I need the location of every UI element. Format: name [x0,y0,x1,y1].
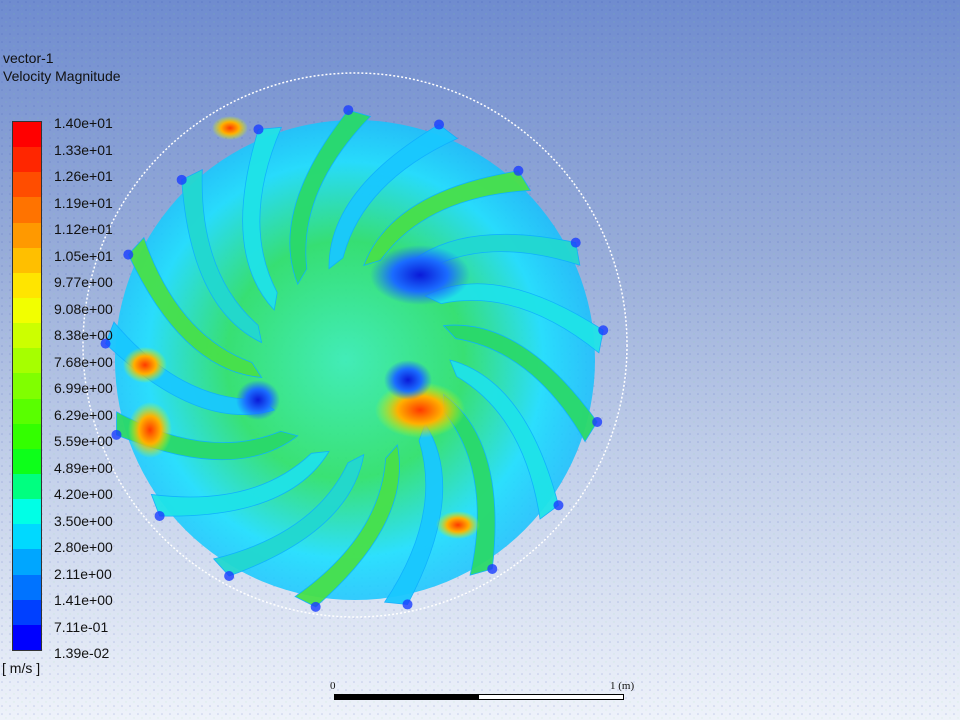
blade-tip-low-velocity [100,338,111,349]
colorbar-tick-label: 2.11e+00 [54,565,112,582]
high-velocity-region [436,511,480,539]
runner-blade [443,393,496,576]
blade-tip-low-velocity [592,416,603,427]
low-velocity-region [370,245,470,305]
runner-blade [289,109,372,286]
low-velocity-region [236,380,280,420]
scale-bar [334,694,624,700]
colorbar-tick-label: 1.12e+01 [54,221,113,237]
colorbar-swatch [13,122,41,148]
legend-title: vector-1 [3,50,54,66]
colorbar-tick-label: 9.08e+00 [54,300,113,317]
runner-blade [181,169,263,344]
high-velocity-region [123,347,167,383]
blade-tip-low-velocity [402,599,413,610]
runner-blade [328,124,459,270]
blade-tip-low-velocity [111,429,122,440]
blade-tip-low-velocity [343,105,354,116]
colorbar-tick-label: 1.19e+01 [54,194,113,211]
blade-tip-low-velocity [224,571,235,582]
high-velocity-region [212,116,248,140]
blade-tip-low-velocity [123,249,134,260]
colorbar-swatch [13,423,41,449]
colorbar-swatch [13,398,41,424]
runner-blade [150,450,330,517]
high-velocity-region [128,402,172,458]
blade-tip-low-velocity [570,237,581,248]
runner-blade [127,236,263,378]
blade-tip-low-velocity [310,601,321,612]
scale-start-label: 0 [330,680,336,692]
runner-blade [242,126,283,311]
colorbar-swatch [13,172,41,198]
blade-tip-low-velocity [513,165,524,176]
colorbar-tick-label: 4.20e+00 [54,486,113,502]
scale-end-label: 1 (m) [610,680,635,692]
colorbar-swatch [13,574,41,600]
legend-units: [ m/s ] [2,660,41,676]
colorbar-tick-label: 2.80e+00 [54,539,113,555]
colorbar-tick-label: 7.11e-01 [54,618,109,635]
colorbar-swatch [13,448,41,474]
runner-blade [363,170,532,267]
colorbar-tick-label: 4.89e+00 [54,459,113,476]
colorbar-tick-label: 3.50e+00 [54,512,113,529]
runner-blade [294,444,400,608]
colorbar-swatch [13,549,41,575]
colorbar-tick-label: 1.41e+00 [54,592,113,608]
blade-tip-low-velocity [598,325,609,336]
colorbar-swatch [13,473,41,500]
colorbar-swatch [13,222,41,248]
colorbar-tick-label: 1.26e+01 [54,168,113,184]
colorbar-swatch [13,524,41,550]
blade-tip-low-velocity [176,174,187,185]
colorbar-tick-label: 6.29e+00 [54,406,113,423]
colorbar-swatch [13,197,41,223]
runner-blade [383,423,444,605]
colorbar-tick-label: 1.40e+01 [54,115,113,131]
colorbar-swatch [13,297,41,324]
colorbar-swatch [13,247,41,273]
colorbar-swatch [13,323,41,349]
colorbar-tick-label: 1.05e+01 [54,247,113,264]
colorbar [12,121,42,651]
blade-tip-low-velocity [253,124,264,135]
colorbar-swatch [13,348,41,374]
colorbar-tick-label: 8.38e+00 [54,327,113,343]
colorbar-tick-label: 6.99e+00 [54,380,113,396]
domain-boundary-circle [82,72,628,618]
low-velocity-region [384,360,432,400]
runner-blade [212,453,365,577]
colorbar-swatch [13,147,41,173]
blade-tip-low-velocity [154,510,165,521]
colorbar-tick-label: 7.68e+00 [54,353,113,370]
colorbar-tick-label: 5.59e+00 [54,433,113,449]
colorbar-swatch [13,499,41,525]
legend-variable: Velocity Magnitude [3,68,121,84]
colorbar-swatch [13,624,41,650]
runner-blade [449,359,559,520]
blade-tip-low-velocity [434,119,445,130]
blade-tip-low-velocity [487,563,498,574]
colorbar-swatch [13,599,41,625]
colorbar-swatch [13,272,41,298]
colorbar-tick-label: 1.39e-02 [54,645,110,661]
colorbar-tick-label: 9.77e+00 [54,274,113,290]
colorbar-swatch [13,373,41,399]
colorbar-tick-label: 1.33e+01 [54,141,113,158]
blade-tip-low-velocity [553,500,564,511]
runner-blade [442,324,598,443]
